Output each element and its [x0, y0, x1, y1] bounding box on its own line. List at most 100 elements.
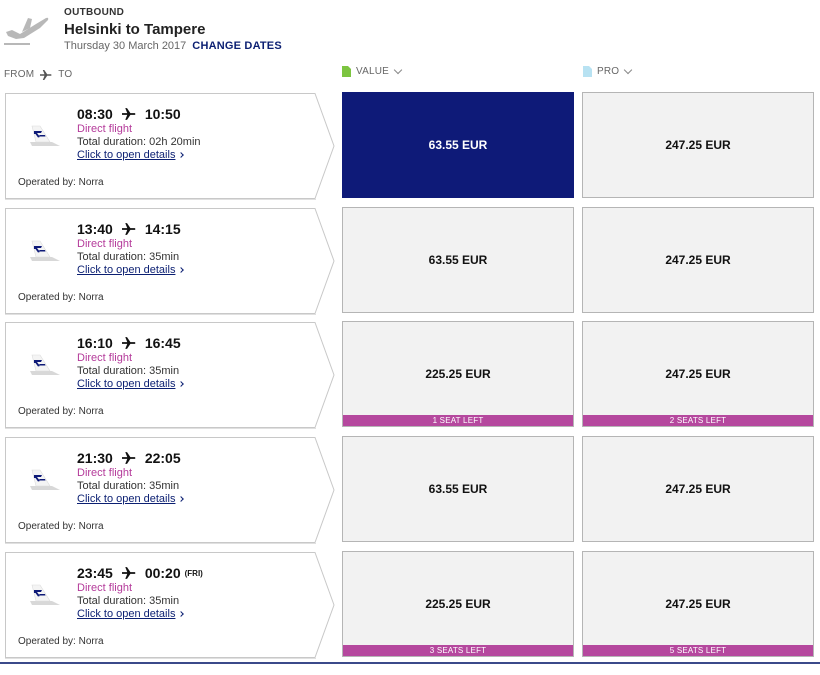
- arrival-time: 22:05: [144, 450, 181, 466]
- operated-by: Operated by: Norra: [18, 636, 104, 647]
- page-header: OUTBOUND Helsinki to Tampere Thursday 30…: [0, 0, 820, 60]
- pro-price: 247.25 EUR: [665, 138, 731, 152]
- finnair-tail-logo-icon: [30, 240, 60, 261]
- total-duration: Total duration: 35min: [77, 480, 180, 492]
- total-duration: Total duration: 35min: [77, 365, 180, 377]
- departure-time: 21:30: [77, 450, 113, 466]
- flight-card[interactable]: 08:30 10:50 Direct flight Total duration…: [4, 92, 336, 200]
- flight-card-shape: [5, 208, 335, 315]
- finnair-tail-logo-icon: [30, 584, 60, 605]
- flight-type: Direct flight: [77, 467, 133, 479]
- value-fare-button[interactable]: 225.25 EUR 3 SEATS LEFT: [342, 551, 574, 657]
- plane-right-icon: [121, 223, 136, 235]
- departure-plane-icon: [4, 17, 49, 45]
- flight-card-shape: [5, 93, 335, 200]
- details-link-label: Click to open details: [77, 264, 176, 276]
- direction-label: OUTBOUND: [64, 7, 125, 18]
- value-price: 63.55 EUR: [428, 138, 488, 152]
- value-fare-button[interactable]: 225.25 EUR 1 SEAT LEFT: [342, 321, 574, 427]
- chevron-down-icon: [393, 65, 403, 74]
- change-dates-link[interactable]: CHANGE DATES: [192, 40, 282, 52]
- details-link-label: Click to open details: [77, 493, 176, 505]
- flight-type: Direct flight: [77, 582, 133, 594]
- finnair-tail-logo-icon: [30, 125, 60, 146]
- departure-time: 13:40: [77, 221, 113, 237]
- value-price: 63.55 EUR: [428, 253, 488, 267]
- value-price: 225.25 EUR: [425, 367, 491, 381]
- pro-label: PRO: [597, 66, 620, 77]
- value-ticket-icon: [342, 66, 351, 77]
- chevron-right-icon: [178, 381, 185, 387]
- operated-by: Operated by: Norra: [18, 521, 104, 532]
- plane-right-icon: [121, 452, 136, 464]
- pro-fare-button[interactable]: 247.25 EUR: [582, 92, 814, 198]
- open-details-link[interactable]: Click to open details: [77, 378, 185, 390]
- date-line: Thursday 30 March 2017 CHANGE DATES: [64, 40, 282, 52]
- open-details-link[interactable]: Click to open details: [77, 264, 185, 276]
- flight-row: 16:10 16:45 Direct flight Total duration…: [0, 321, 820, 431]
- chevron-right-icon: [178, 267, 185, 273]
- to-label: TO: [58, 69, 73, 80]
- chevron-right-icon: [178, 496, 185, 502]
- pro-fare-button[interactable]: 247.25 EUR: [582, 436, 814, 542]
- flight-times: 23:45 00:20 (FRI): [77, 565, 203, 581]
- from-to-header: FROM TO: [4, 69, 72, 80]
- bottom-divider: [0, 662, 820, 664]
- flight-card[interactable]: 13:40 14:15 Direct flight Total duration…: [4, 207, 336, 315]
- plane-right-icon: [40, 69, 52, 80]
- total-duration: Total duration: 35min: [77, 251, 180, 263]
- open-details-link[interactable]: Click to open details: [77, 149, 185, 161]
- flight-row: 13:40 14:15 Direct flight Total duration…: [0, 207, 820, 317]
- pro-fare-button[interactable]: 247.25 EUR 5 SEATS LEFT: [582, 551, 814, 657]
- flight-type: Direct flight: [77, 352, 133, 364]
- operated-by: Operated by: Norra: [18, 406, 104, 417]
- finnair-tail-logo-icon: [30, 469, 60, 490]
- departure-time: 23:45: [77, 565, 113, 581]
- flight-row: 21:30 22:05 Direct flight Total duration…: [0, 436, 820, 546]
- arrival-time: 10:50: [144, 106, 181, 122]
- seats-left-badge: 2 SEATS LEFT: [583, 415, 813, 426]
- pro-price: 247.25 EUR: [665, 597, 731, 611]
- flight-times: 13:40 14:15: [77, 221, 185, 237]
- value-fare-button[interactable]: 63.55 EUR: [342, 92, 574, 198]
- next-day-label: (FRI): [184, 568, 203, 578]
- flight-times: 21:30 22:05: [77, 450, 185, 466]
- value-fare-button[interactable]: 63.55 EUR: [342, 207, 574, 313]
- flight-card[interactable]: 23:45 00:20 (FRI) Direct flight Total du…: [4, 551, 336, 659]
- chevron-right-icon: [178, 152, 185, 158]
- seats-left-badge: 1 SEAT LEFT: [343, 415, 573, 426]
- travel-date: Thursday 30 March 2017: [64, 40, 187, 52]
- flight-type: Direct flight: [77, 123, 133, 135]
- value-price: 225.25 EUR: [425, 597, 491, 611]
- plane-right-icon: [121, 567, 136, 579]
- open-details-link[interactable]: Click to open details: [77, 608, 185, 620]
- value-column-header[interactable]: VALUE: [342, 65, 403, 77]
- flight-card-shape: [5, 322, 335, 429]
- chevron-down-icon: [624, 65, 633, 74]
- from-label: FROM: [4, 69, 35, 80]
- pro-fare-button[interactable]: 247.25 EUR 2 SEATS LEFT: [582, 321, 814, 427]
- pro-fare-button[interactable]: 247.25 EUR: [582, 207, 814, 313]
- arrival-time: 00:20: [144, 565, 181, 581]
- total-duration: Total duration: 35min: [77, 595, 180, 607]
- flight-row: 08:30 10:50 Direct flight Total duration…: [0, 92, 820, 202]
- value-price: 63.55 EUR: [428, 482, 488, 496]
- flight-card[interactable]: 16:10 16:45 Direct flight Total duration…: [4, 321, 336, 429]
- flight-row: 23:45 00:20 (FRI) Direct flight Total du…: [0, 551, 820, 661]
- pro-column-header[interactable]: PRO: [583, 65, 633, 77]
- open-details-link[interactable]: Click to open details: [77, 493, 185, 505]
- value-fare-button[interactable]: 63.55 EUR: [342, 436, 574, 542]
- pro-ticket-icon: [583, 66, 592, 77]
- details-link-label: Click to open details: [77, 149, 176, 161]
- flight-type: Direct flight: [77, 238, 133, 250]
- flight-card[interactable]: 21:30 22:05 Direct flight Total duration…: [4, 436, 336, 544]
- pro-price: 247.25 EUR: [665, 367, 731, 381]
- pro-price: 247.25 EUR: [665, 482, 731, 496]
- flight-times: 08:30 10:50: [77, 106, 185, 122]
- operated-by: Operated by: Norra: [18, 292, 104, 303]
- plane-right-icon: [121, 108, 136, 120]
- pro-price: 247.25 EUR: [665, 253, 731, 267]
- chevron-right-icon: [178, 611, 185, 617]
- flight-card-shape: [5, 437, 335, 544]
- flight-times: 16:10 16:45: [77, 335, 185, 351]
